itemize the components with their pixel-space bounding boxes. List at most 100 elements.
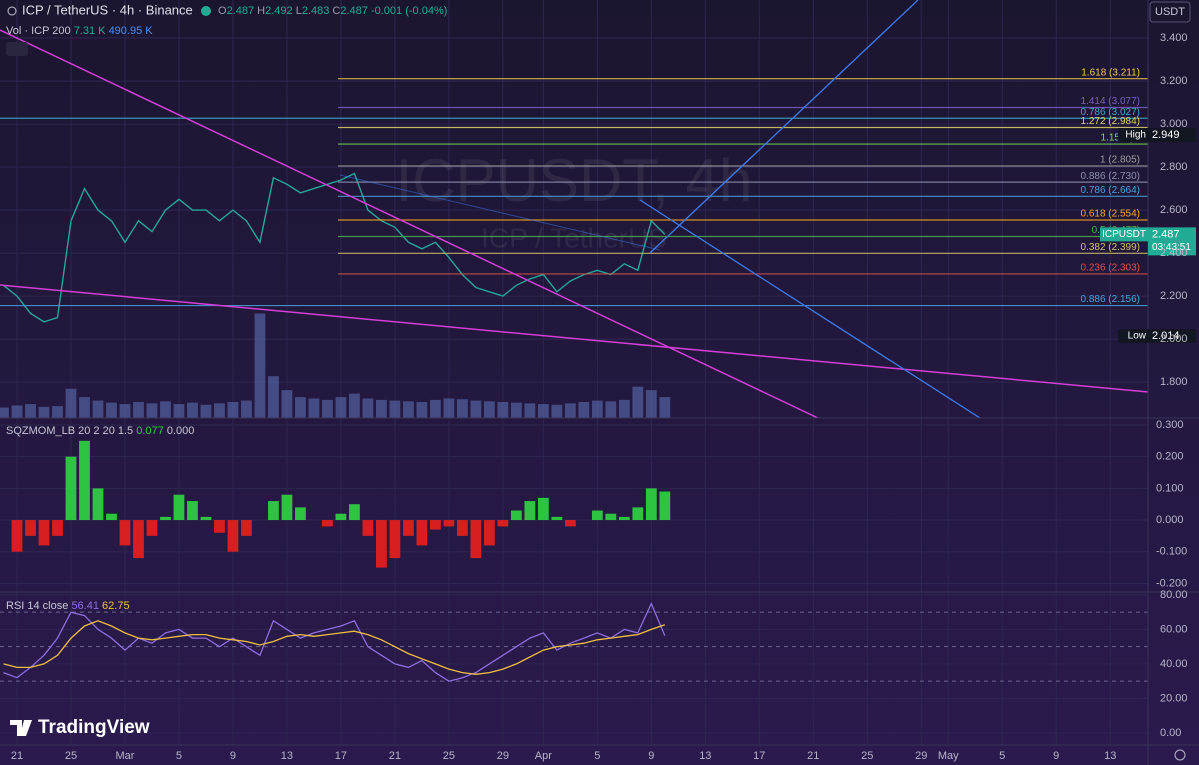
legend-entry: 56.41 [71,600,99,612]
marker-value: 2.014 [1152,330,1180,342]
watermark-sub: ICP / TetherUS [481,222,667,253]
currency-button[interactable] [1149,1,1191,23]
status-dot [201,6,211,16]
x-tick-label: 29 [497,750,509,762]
y-tick-label: -0.100 [1156,546,1187,558]
marker-tag [1100,227,1148,242]
bar [173,404,185,418]
bar [524,501,536,521]
price-marker [1148,227,1196,256]
x-tick-label: 25 [861,750,873,762]
axes: 21 25 Mar 5 9 13 17 21 25 29 Apr 5 9 13 17 21 25 29 May 5 9 1… [11,32,1196,762]
ohlc-value: 2.492 [265,5,293,17]
x-tick-label: 13 [699,750,711,762]
y-tick-label: 80.00 [1160,589,1188,601]
x-tick-label: 13 [281,750,293,762]
bar [146,520,158,536]
bar [322,520,333,527]
bar [214,520,225,533]
bar [0,407,9,418]
ohlc-value: 2.487 [227,5,255,17]
bar [349,393,360,418]
bar [362,398,374,418]
bar [200,516,212,521]
sqz-legend: SQZMOM_LB 20 2 20 1.5 0.077 0.000 [6,425,194,437]
bar [429,520,441,530]
y-tick-label: 3.200 [1160,75,1188,87]
x-tick-label: 17 [753,750,765,762]
sqz-value: 0.000 [167,425,195,437]
bar [106,513,117,521]
trend-line [339,174,661,251]
bar [605,513,617,521]
bar [92,488,104,521]
x-tick-label: 17 [335,750,347,762]
bar [497,401,509,418]
trend-line [639,199,981,418]
grid [0,0,1148,745]
bar [79,397,90,418]
bar [268,376,279,418]
bar [551,404,563,418]
y-tick-label: 2.000 [1160,333,1188,345]
marker-label: High [1125,130,1146,141]
x-tick-label: Apr [535,750,552,762]
bar [187,402,198,418]
bar [497,520,509,527]
volume-legend: Vol · ICP 200 7.31 K 490.95 K [6,25,153,37]
collapse-button[interactable] [6,42,28,56]
bar [65,456,77,521]
bar [551,516,563,521]
bar [227,520,239,552]
rsi-title: RSI 14 close [6,600,68,612]
bar [470,520,482,559]
logo-icon [10,720,32,736]
x-tick-label: 5 [176,750,182,762]
bar [227,401,239,418]
bar [241,520,252,536]
x-tick-label: 25 [65,750,77,762]
bar [254,313,266,418]
trend-line [0,29,819,418]
volume-title: Vol · ICP 200 [6,25,71,37]
fib-label: 0.236 (2.303) [1081,263,1141,274]
marker-value: 2.487 [1152,228,1180,240]
fib-label: 1 (2.805) [1100,155,1140,166]
symbol[interactable]: ICP / TetherUS · 4h · Binance [22,2,193,17]
trend-line [0,284,1148,393]
bar [659,397,671,418]
bar [160,401,171,418]
x-tick-label: 29 [915,750,927,762]
bar [456,399,468,418]
fib-label: 0.886 (2.730) [1081,171,1141,182]
bar [65,388,77,418]
bar [389,400,401,418]
bar [11,520,23,552]
bar [578,401,590,418]
bar [537,404,549,418]
ohlc-value: 2.483 [302,5,330,17]
y-tick-label: 60.00 [1160,623,1188,635]
bar [349,504,360,521]
settings-button[interactable] [1174,749,1186,761]
bar [618,516,630,521]
bar [376,520,387,568]
marks: 1.618 (3.211)1.414 (3.077)0.786 (3.027)1… [0,67,1148,682]
watermark: ICPUSDT, 4h [396,147,753,214]
logo: TradingView [38,717,150,738]
fib-label: 1.618 (3.211) [1081,67,1140,78]
bar [537,497,549,521]
y-tick-label: 1.800 [1160,376,1188,388]
ohlc-label: L [296,5,302,17]
bar [591,510,603,521]
x-tick-label: 21 [807,750,819,762]
trend-line [649,0,919,254]
y-tick-label: 2.600 [1160,204,1188,216]
bar [187,501,198,521]
bar [25,520,36,536]
bar [483,520,495,546]
currency[interactable]: USDT [1155,6,1185,18]
bar [429,399,441,418]
y-tick-label: 20.00 [1160,692,1188,704]
